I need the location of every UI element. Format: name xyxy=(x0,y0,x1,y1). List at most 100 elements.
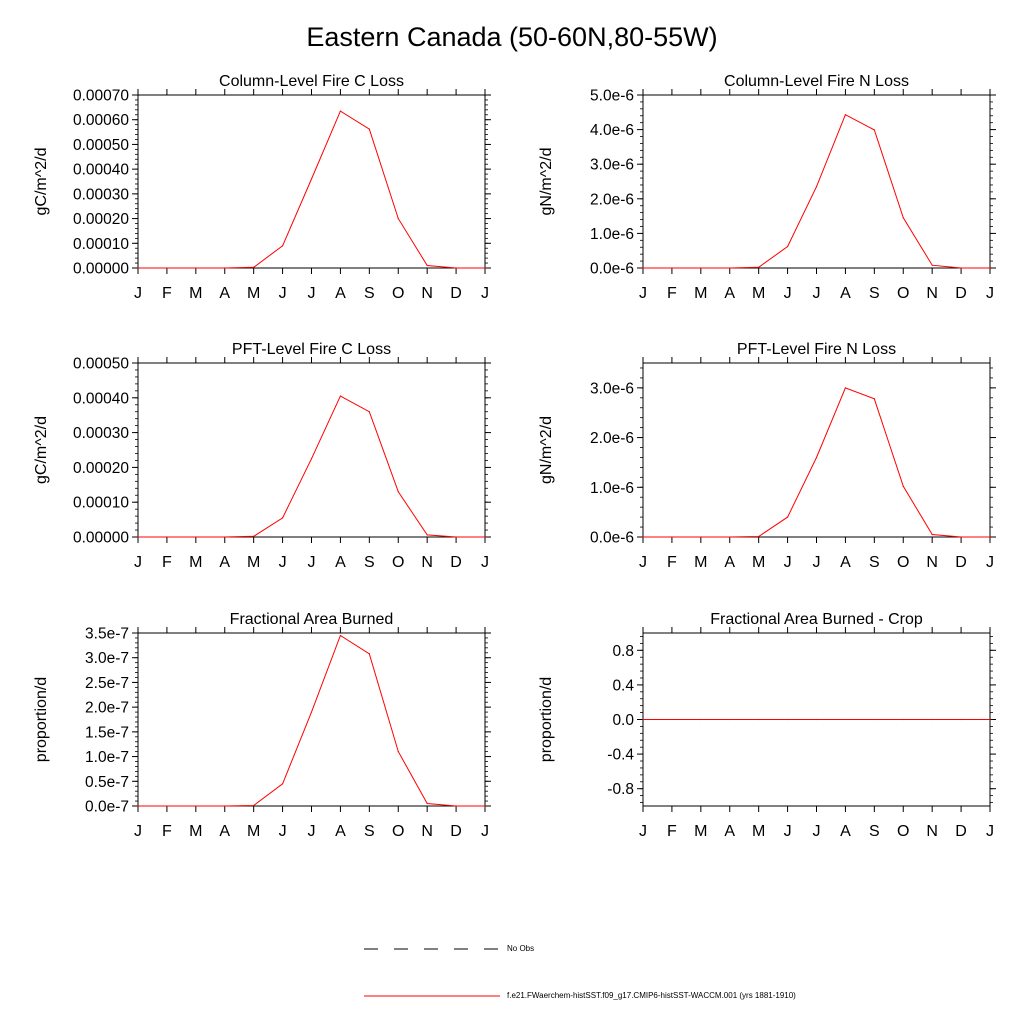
chart-panel-3: PFT-Level Fire C Loss gC/m^2/d 0.00000 0.00… xyxy=(33,341,491,571)
x-tick-label: S xyxy=(869,823,880,840)
y-tick-label: 0.00040 xyxy=(73,162,129,179)
x-tick-label: M xyxy=(694,823,707,840)
x-tick-label: D xyxy=(450,823,462,840)
x-tick-label: D xyxy=(955,823,967,840)
data-point xyxy=(368,411,370,413)
y-tick-label: 2.5e-7 xyxy=(85,675,129,692)
x-tick-label: S xyxy=(364,823,375,840)
x-tick-label: A xyxy=(840,823,851,840)
x-tick-label: M xyxy=(247,554,260,571)
x-tick-label: S xyxy=(869,554,880,571)
data-point xyxy=(844,387,847,389)
x-tick-label: M xyxy=(694,285,707,302)
x-tick-label: A xyxy=(219,285,230,302)
y-tick-label: 3.0e-6 xyxy=(590,157,634,174)
data-point xyxy=(700,536,702,538)
x-tick-label: O xyxy=(392,823,404,840)
data-point xyxy=(166,536,168,538)
x-tick-label: N xyxy=(421,285,433,302)
data-point xyxy=(700,267,702,269)
x-tick-label: F xyxy=(667,554,677,571)
y-tick-label: 1.0e-7 xyxy=(85,749,129,766)
data-point xyxy=(166,805,168,807)
legend xyxy=(364,948,500,997)
x-tick-label: J xyxy=(134,285,142,302)
data-point xyxy=(253,804,255,807)
x-tick-label: J xyxy=(784,285,792,302)
x-tick-label: J xyxy=(481,823,489,840)
y-tick-label: 3.0e-6 xyxy=(590,380,634,397)
x-tick-label: J xyxy=(784,554,792,571)
x-tick-label: A xyxy=(840,554,851,571)
figure-title: Eastern Canada (50-60N,80-55W) xyxy=(306,22,718,52)
x-tick-label: J xyxy=(279,285,287,302)
data-point xyxy=(137,267,139,269)
series-line xyxy=(643,387,990,538)
x-tick-label: D xyxy=(450,554,462,571)
data-point xyxy=(368,653,370,655)
y-tick-label: 0.00030 xyxy=(73,186,129,203)
y-tick-label: 1.5e-7 xyxy=(85,724,129,741)
data-point xyxy=(931,264,933,266)
data-point xyxy=(960,536,962,538)
plot-frame xyxy=(642,362,991,538)
x-tick-label: M xyxy=(189,285,202,302)
legend-label-model-run: f.e21.FWaerchem-histSST.f09_g17.CMIP6-hi… xyxy=(507,991,796,1000)
y-tick-label: 0.00040 xyxy=(73,390,129,407)
x-tick-label: A xyxy=(335,823,346,840)
y-tick-label: -0.8 xyxy=(607,781,634,798)
y-tick-label: 0.5e-7 xyxy=(85,774,129,791)
plot-frame xyxy=(137,94,486,269)
data-point xyxy=(195,536,197,538)
y-tick-label: 3.5e-7 xyxy=(85,626,129,643)
x-tick-label: M xyxy=(189,823,202,840)
data-point xyxy=(339,110,342,112)
data-point xyxy=(484,536,486,538)
data-point xyxy=(310,458,313,460)
data-point xyxy=(902,718,904,721)
y-tick-label: 2.0e-6 xyxy=(590,191,634,208)
y-tick-label: -0.4 xyxy=(607,747,634,764)
y-axis-label: proportion/d xyxy=(538,677,555,762)
series-line xyxy=(138,634,485,807)
x-tick-label: S xyxy=(364,554,375,571)
x-tick-label: J xyxy=(308,823,316,840)
x-tick-label: N xyxy=(421,554,433,571)
chart-panel-6: Fractional Area Burned - Crop proportion/… xyxy=(538,611,996,840)
data-point xyxy=(195,805,197,807)
x-tick-label: J xyxy=(639,823,647,840)
data-point xyxy=(815,456,818,459)
data-point xyxy=(455,267,457,269)
data-point xyxy=(397,751,399,753)
data-point xyxy=(426,264,428,267)
y-axis-label: gC/m^2/d xyxy=(33,148,50,216)
x-tick-label: M xyxy=(752,285,765,302)
data-point xyxy=(484,805,486,807)
data-point xyxy=(902,485,904,487)
plot-frame xyxy=(642,94,991,269)
x-tick-label: J xyxy=(813,823,821,840)
x-tick-label: D xyxy=(955,285,967,302)
y-tick-label: 0.0 xyxy=(612,712,634,729)
y-tick-label: 0.00020 xyxy=(73,460,129,477)
data-point xyxy=(339,395,342,397)
x-tick-label: N xyxy=(926,823,938,840)
x-tick-label: O xyxy=(392,554,404,571)
x-tick-label: F xyxy=(667,285,677,302)
data-point xyxy=(253,535,255,537)
x-tick-label: J xyxy=(813,554,821,571)
y-axis-label: proportion/d xyxy=(33,677,50,762)
y-tick-label: 1.0e-6 xyxy=(590,226,634,243)
x-tick-label: M xyxy=(189,554,202,571)
y-tick-label: 0.00070 xyxy=(73,88,129,105)
data-point xyxy=(455,536,457,538)
x-tick-label: A xyxy=(335,554,346,571)
panel-title: Column-Level Fire N Loss xyxy=(724,73,909,90)
chart-panel-1: Column-Level Fire C Loss gC/m^2/d 0.00000 0… xyxy=(33,73,491,302)
x-tick-label: J xyxy=(986,823,994,840)
x-tick-label: F xyxy=(667,823,677,840)
y-tick-label: 4.0e-6 xyxy=(590,122,634,139)
x-tick-label: J xyxy=(784,823,792,840)
data-point xyxy=(989,536,991,538)
